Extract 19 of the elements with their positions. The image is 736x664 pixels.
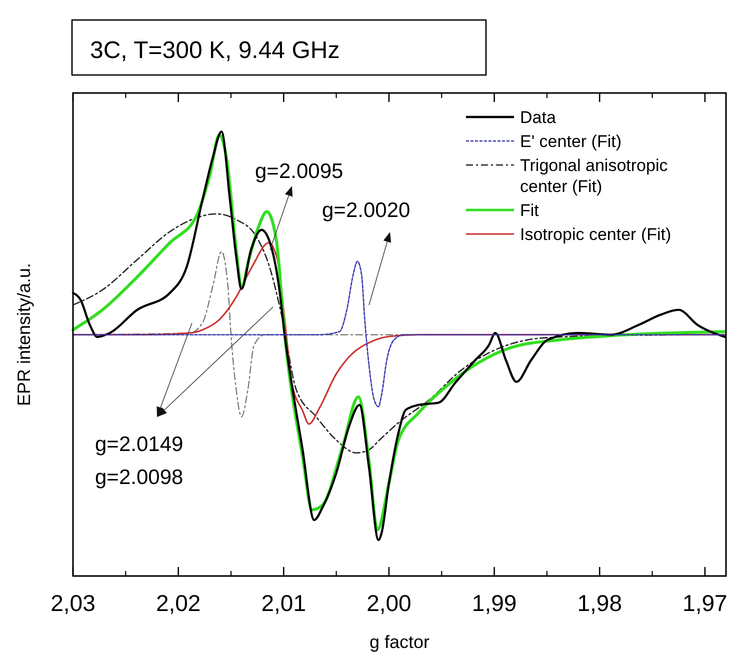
chart-title: 3C, T=300 K, 9.44 GHz (90, 37, 340, 64)
x-tick-label: 2,02 (156, 590, 201, 616)
x-tick-label: 1,98 (577, 590, 622, 616)
legend-label: Isotropic center (Fit) (520, 225, 672, 244)
legend-label: Data (520, 108, 556, 127)
annotation: g=2.0098 (95, 466, 184, 489)
annotation: g=2.0095 (255, 160, 344, 183)
x-tick-label: 1,97 (682, 590, 728, 616)
x-tick-label: 2,00 (366, 590, 412, 616)
x-tick-label: 1,99 (472, 590, 517, 616)
x-axis-title: g factor (369, 632, 430, 652)
legend-label: E' center (Fit) (520, 132, 622, 151)
x-tick-label: 2,03 (50, 590, 96, 616)
y-axis-title: EPR intensity/a.u. (14, 262, 34, 406)
legend-label: Trigonal anisotropic center (Fit) (520, 156, 668, 196)
x-tick-label: 2,01 (261, 590, 306, 616)
annotation: g=2.0149 (95, 433, 184, 456)
annotation: g=2.0020 (322, 199, 410, 222)
legend-label: Fit (520, 201, 540, 220)
